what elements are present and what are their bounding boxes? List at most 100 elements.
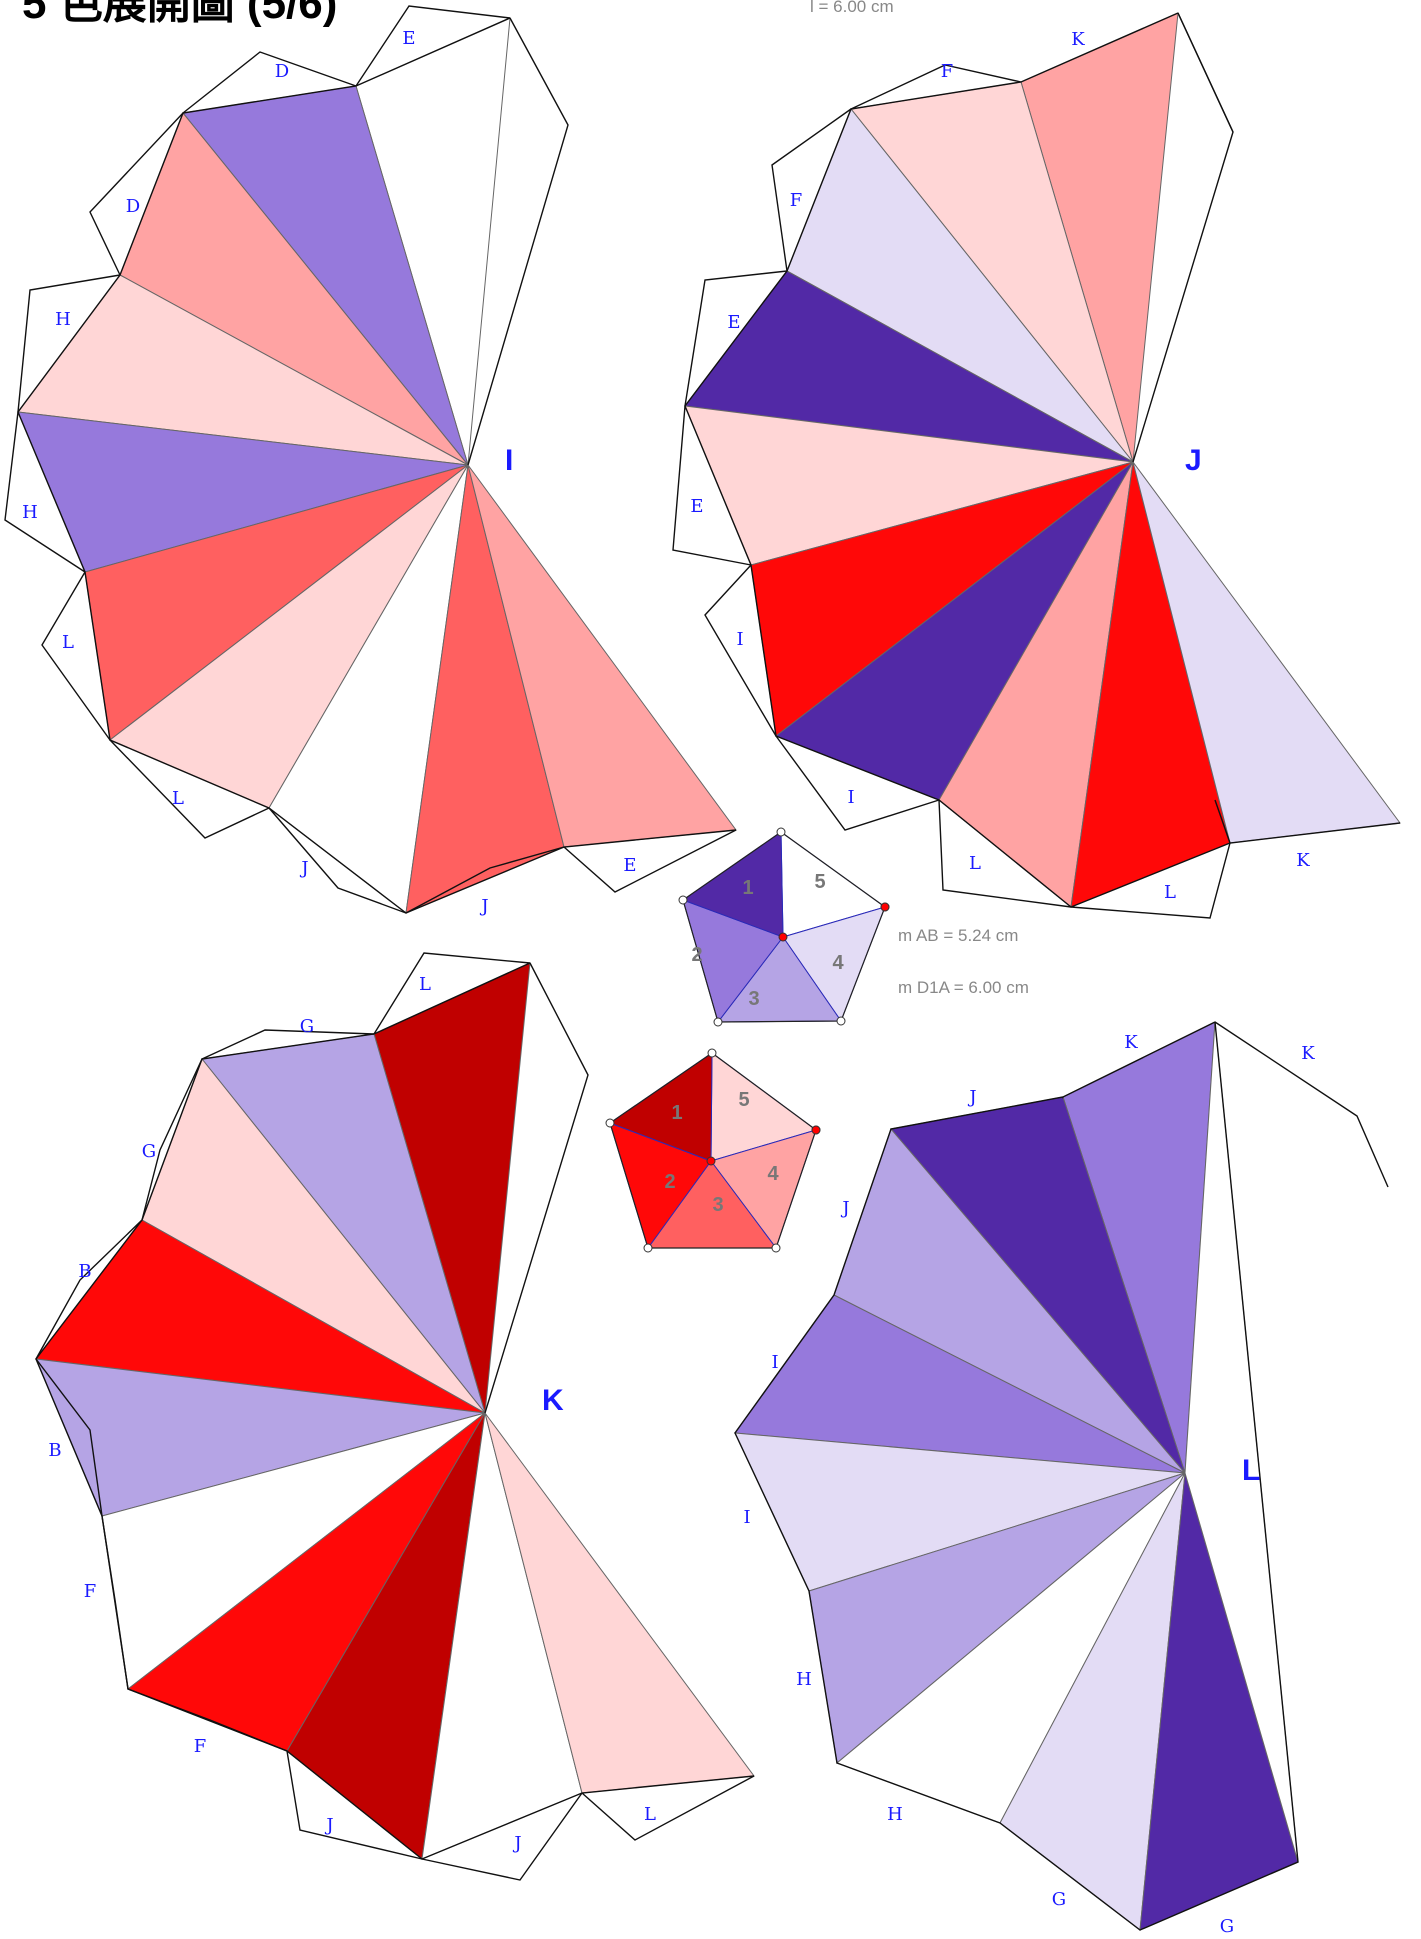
- pentagon-face-number: 1: [671, 1102, 682, 1124]
- glue-flap: [704, 564, 777, 737]
- edge-length-label: l = 6.00 cm: [810, 0, 894, 16]
- flap-label: F: [790, 190, 803, 211]
- pentagon-face-number: 1: [742, 877, 753, 899]
- glue-flap: [268, 807, 407, 914]
- flap-label: D: [275, 61, 289, 82]
- flap-label: K: [1071, 29, 1085, 50]
- d1a-measurement: m D1A = 6.00 cm: [898, 978, 1029, 997]
- flap-label: J: [967, 1087, 976, 1108]
- glue-flap: [41, 571, 111, 741]
- pentagon-face-number: 4: [832, 952, 844, 974]
- glue-flap: [581, 1775, 755, 1841]
- flap-label: L: [644, 1804, 656, 1825]
- vertex-dot: [605, 1118, 615, 1128]
- glue-flap: [141, 1058, 203, 1221]
- pentagon-outline: [609, 1052, 817, 1249]
- flap-label: I: [743, 1507, 750, 1528]
- flap-label: G: [142, 1141, 156, 1162]
- red-pentagon-diagram: 1 2 3 4 5: [605, 1048, 821, 1253]
- flap-label: G: [300, 1016, 314, 1037]
- flap-label: K: [1296, 850, 1310, 871]
- glue-flap: [17, 274, 121, 413]
- glue-flap: [938, 799, 1072, 908]
- vertex-label: I: [505, 444, 513, 477]
- flap-label: I: [736, 629, 743, 650]
- flap-label: E: [623, 855, 636, 876]
- pentagon-face-number: 5: [738, 1089, 749, 1111]
- vertex-dot: [771, 1243, 781, 1253]
- flap-label: E: [402, 28, 415, 49]
- glue-flap: [373, 952, 531, 1035]
- flap-label: L: [62, 632, 74, 653]
- pentagon-face-number: 2: [691, 944, 702, 966]
- flap-label: D: [126, 196, 140, 217]
- net-outline: [1132, 12, 1234, 463]
- flap-label: L: [172, 788, 184, 809]
- flap-label: B: [78, 1261, 91, 1282]
- vertex-dot: [776, 827, 786, 837]
- ab-measurement: m AB = 5.24 cm: [898, 926, 1018, 945]
- net-L: K K J J I I H H G G L: [734, 1021, 1389, 1937]
- flap-label: K: [1124, 1032, 1138, 1053]
- glue-flap: [127, 1688, 288, 1752]
- net-outline: [467, 17, 569, 466]
- page-title: 5 色展開圖 (5/6): [22, 0, 337, 28]
- glue-flap: [1214, 799, 1231, 844]
- glue-flap: [4, 411, 86, 573]
- vertex-dot: [643, 1243, 653, 1253]
- glue-flap: [672, 405, 752, 566]
- flap-label: E: [727, 312, 740, 333]
- flap-label: I: [771, 1352, 778, 1373]
- flap-label: J: [324, 1815, 333, 1836]
- glue-flap: [89, 112, 184, 276]
- vertex-dot: [713, 1017, 723, 1027]
- flap-label: H: [22, 502, 38, 523]
- vertex-label: J: [1185, 444, 1202, 477]
- glue-flap: [286, 1750, 423, 1860]
- vertex-label: L: [1242, 1454, 1260, 1487]
- flap-label: F: [194, 1736, 207, 1757]
- flap-label: G: [1220, 1916, 1234, 1937]
- flap-label: E: [690, 496, 703, 517]
- flap-label: J: [479, 896, 488, 917]
- flap-label: H: [887, 1804, 903, 1825]
- net-K: L G G B B F F J J L K: [35, 952, 755, 1881]
- glue-flap: [563, 829, 737, 893]
- flap-label: H: [796, 1669, 812, 1690]
- glue-flap: [35, 1358, 103, 1517]
- glue-flap: [109, 739, 270, 839]
- glue-flap: [1061, 1096, 1064, 1099]
- glue-flap: [1214, 1021, 1389, 1188]
- pentagon-face-number: 2: [664, 1171, 675, 1193]
- flap-label: L: [1164, 882, 1176, 903]
- glue-flap: [182, 51, 357, 114]
- flap-label: K: [1301, 1043, 1315, 1064]
- vertex-dot-red: [778, 932, 788, 942]
- vertex-dot: [678, 895, 688, 905]
- vertex-dot-red: [811, 1125, 821, 1135]
- flap-label: J: [512, 1833, 521, 1854]
- pentagon-face-number: 5: [814, 871, 825, 893]
- flap-label: L: [419, 974, 431, 995]
- flap-label: F: [84, 1581, 97, 1602]
- flap-label: L: [969, 853, 981, 874]
- flap-label: B: [48, 1440, 61, 1461]
- glue-flap: [355, 5, 511, 87]
- net-outline: [734, 1021, 1299, 1931]
- glue-flap: [684, 270, 788, 407]
- vertex-dot-red: [880, 902, 890, 912]
- glue-flap: [201, 1029, 375, 1060]
- glue-flap: [1070, 842, 1231, 919]
- net-I: E D D H H L L J J E I: [4, 5, 737, 917]
- glue-flap: [421, 1792, 583, 1881]
- glue-flap: [405, 846, 565, 914]
- flap-label: H: [55, 309, 71, 330]
- net-outline: [484, 962, 589, 1414]
- flap-label: J: [840, 1198, 849, 1219]
- vertex-label: K: [542, 1384, 564, 1417]
- pentagon-face-number: 3: [712, 1194, 723, 1216]
- flap-label: J: [299, 858, 308, 879]
- pentagon-face-number: 4: [767, 1163, 779, 1185]
- vertex-dot: [707, 1048, 717, 1058]
